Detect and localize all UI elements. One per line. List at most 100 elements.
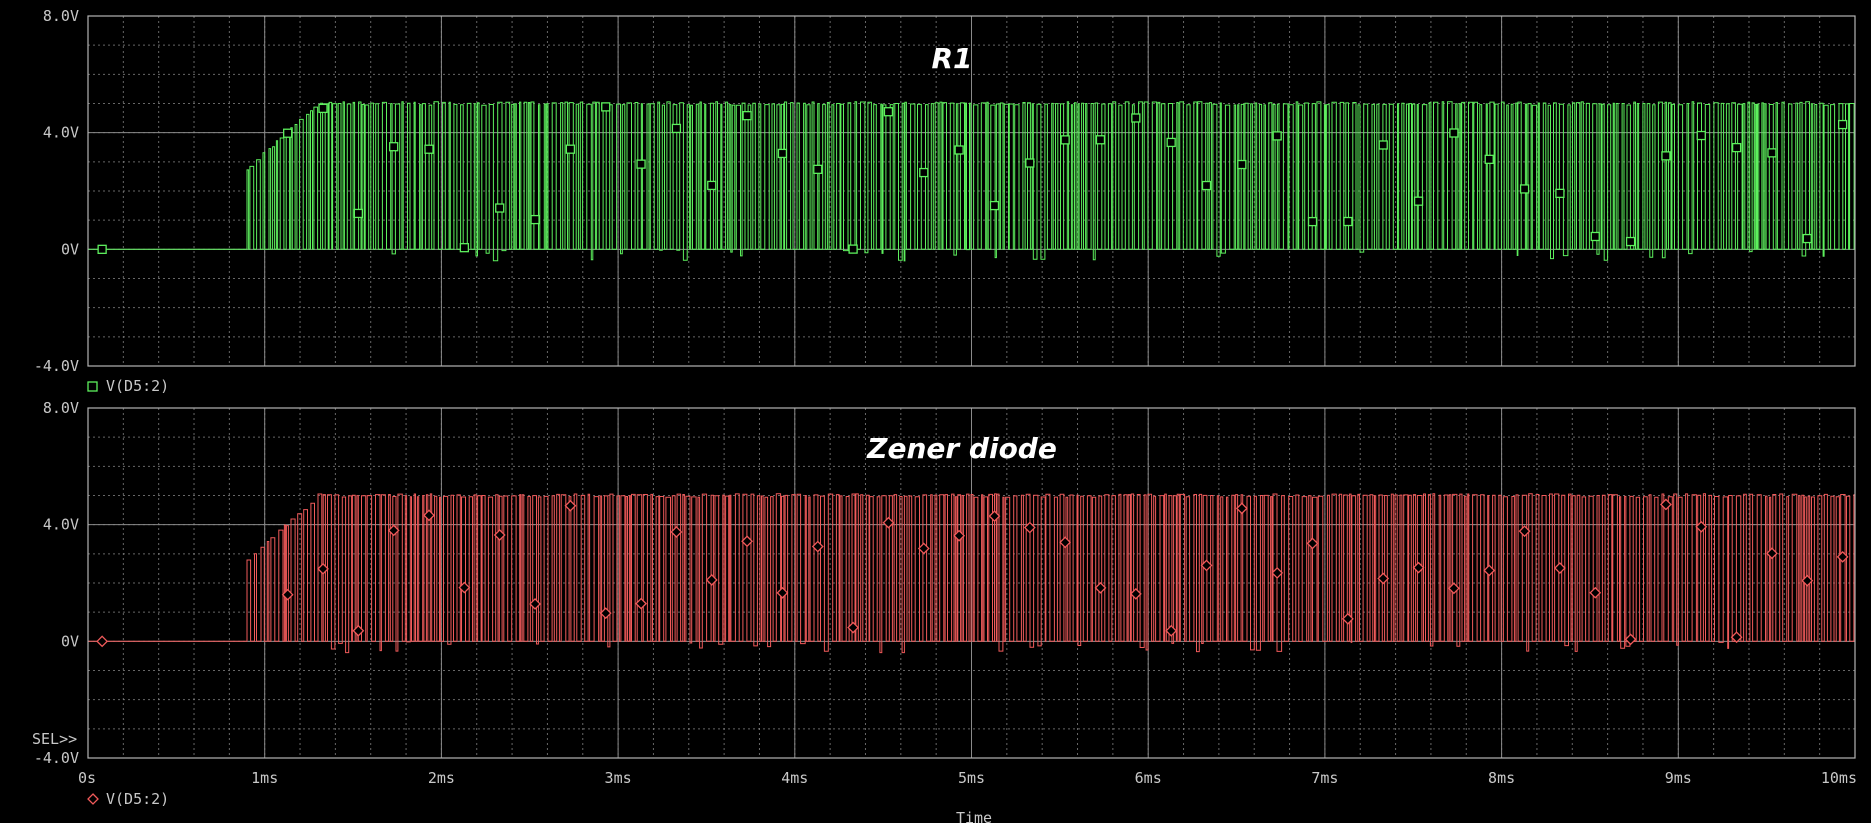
- data-point-marker: [1341, 612, 1354, 625]
- frame-zener: [87, 407, 1856, 759]
- y-tick-label: 0V: [61, 240, 79, 258]
- data-point-marker: [919, 167, 929, 178]
- x-axis-ticks: 0s 1ms 2ms 3ms 4ms 5ms 6ms 7ms 8ms 9ms 10ms: [78, 769, 1857, 787]
- data-point-marker: [882, 516, 895, 529]
- x-axis-title: Time: [956, 809, 992, 823]
- series-line: [88, 101, 1855, 262]
- data-point-marker: [529, 598, 541, 610]
- data-point-marker: [1201, 180, 1212, 191]
- data-point-marker: [601, 102, 611, 112]
- y-ticks-zener: 8.0V 4.0V 0V -4.0V: [34, 399, 79, 767]
- data-point-marker: [1307, 216, 1318, 227]
- x-tick-label: 3ms: [605, 769, 632, 787]
- data-point-marker: [1059, 536, 1072, 549]
- data-point-marker: [387, 524, 400, 537]
- markers-r1: [97, 102, 1848, 254]
- data-point-marker: [1343, 216, 1353, 227]
- data-point-marker: [1625, 236, 1636, 247]
- data-point-marker: [1624, 633, 1637, 646]
- data-point-marker: [97, 244, 107, 254]
- data-point-marker: [1766, 547, 1778, 560]
- data-point-marker: [458, 581, 471, 594]
- x-tick-label: 7ms: [1311, 769, 1338, 787]
- data-point-marker: [96, 635, 109, 648]
- data-point-marker: [389, 142, 399, 152]
- data-point-marker: [671, 123, 682, 134]
- data-point-marker: [954, 145, 964, 155]
- data-point-marker: [1235, 502, 1248, 515]
- data-point-marker: [670, 526, 683, 538]
- data-point-marker: [1165, 624, 1178, 637]
- data-point-marker: [565, 144, 576, 154]
- legend-zener[interactable]: V(D5:2): [87, 790, 169, 808]
- data-point-marker: [599, 607, 612, 620]
- data-point-marker: [989, 200, 1000, 211]
- data-point-marker: [1129, 587, 1142, 600]
- data-point-marker: [1023, 521, 1036, 534]
- plot-panel-r1[interactable]: 8.0V 4.0V 0V -4.0V R1 V(D5:2): [34, 7, 1856, 395]
- y-tick-label: 4.0V: [43, 516, 79, 534]
- data-point-marker: [1730, 631, 1743, 644]
- data-point-marker: [1483, 564, 1496, 577]
- data-point-marker: [1166, 137, 1176, 148]
- sel-indicator[interactable]: SEL>>: [32, 730, 77, 748]
- data-point-marker: [635, 597, 647, 610]
- data-point-marker: [353, 208, 364, 219]
- data-point-marker: [530, 214, 540, 225]
- data-point-marker: [742, 111, 752, 121]
- data-point-marker: [493, 529, 506, 541]
- data-point-marker: [459, 243, 470, 253]
- data-point-marker: [1767, 148, 1777, 158]
- data-point-marker: [988, 510, 1001, 523]
- y-tick-label: 8.0V: [43, 7, 79, 25]
- data-point-marker: [1095, 135, 1106, 145]
- square-marker-icon: [87, 381, 98, 392]
- data-point-marker: [705, 574, 718, 586]
- data-point-marker: [1484, 154, 1494, 164]
- series-line: [88, 493, 1855, 654]
- data-point-marker: [777, 148, 788, 159]
- x-tick-label: 4ms: [781, 769, 808, 787]
- y-ticks-r1: 8.0V 4.0V 0V -4.0V: [34, 7, 79, 375]
- data-point-marker: [1200, 559, 1213, 572]
- data-point-marker: [1695, 520, 1708, 533]
- data-point-marker: [1447, 582, 1460, 595]
- grid-r1: [87, 15, 1856, 367]
- data-point-marker: [707, 180, 717, 191]
- data-point-marker: [1413, 196, 1424, 206]
- data-point-marker: [1449, 128, 1459, 138]
- x-tick-label: 6ms: [1135, 769, 1162, 787]
- x-tick-label: 5ms: [958, 769, 985, 787]
- data-point-marker: [1801, 574, 1814, 587]
- data-point-marker: [1272, 131, 1282, 141]
- data-point-marker: [423, 509, 435, 522]
- data-point-marker: [1412, 561, 1425, 574]
- data-point-marker: [917, 542, 930, 555]
- data-point-marker: [352, 624, 365, 637]
- x-tick-label: 0s: [78, 769, 96, 787]
- plot-panel-zener[interactable]: 8.0V 4.0V 0V -4.0V Zener diode V(D5:2): [34, 399, 1856, 808]
- data-point-marker: [636, 159, 646, 169]
- data-point-marker: [953, 529, 966, 542]
- legend-label-r1: V(D5:2): [106, 377, 169, 395]
- y-tick-label: -4.0V: [34, 357, 79, 375]
- data-point-marker: [1696, 130, 1706, 141]
- legend-label-zener: V(D5:2): [106, 790, 169, 808]
- x-tick-label: 8ms: [1488, 769, 1515, 787]
- y-tick-label: -4.0V: [34, 749, 79, 767]
- markers-zener: [96, 498, 1849, 648]
- data-point-marker: [1555, 188, 1565, 199]
- data-point-marker: [776, 586, 789, 599]
- legend-r1[interactable]: V(D5:2): [87, 377, 169, 395]
- data-point-marker: [1731, 142, 1742, 153]
- data-point-marker: [1518, 525, 1531, 538]
- data-point-marker: [564, 499, 577, 512]
- data-point-marker: [811, 540, 824, 553]
- data-point-marker: [1837, 119, 1848, 130]
- trace-r1: [88, 101, 1855, 262]
- chart-title-zener: Zener diode: [866, 432, 1057, 465]
- data-point-marker: [317, 562, 329, 575]
- y-tick-label: 4.0V: [43, 124, 79, 142]
- data-point-marker: [847, 621, 860, 634]
